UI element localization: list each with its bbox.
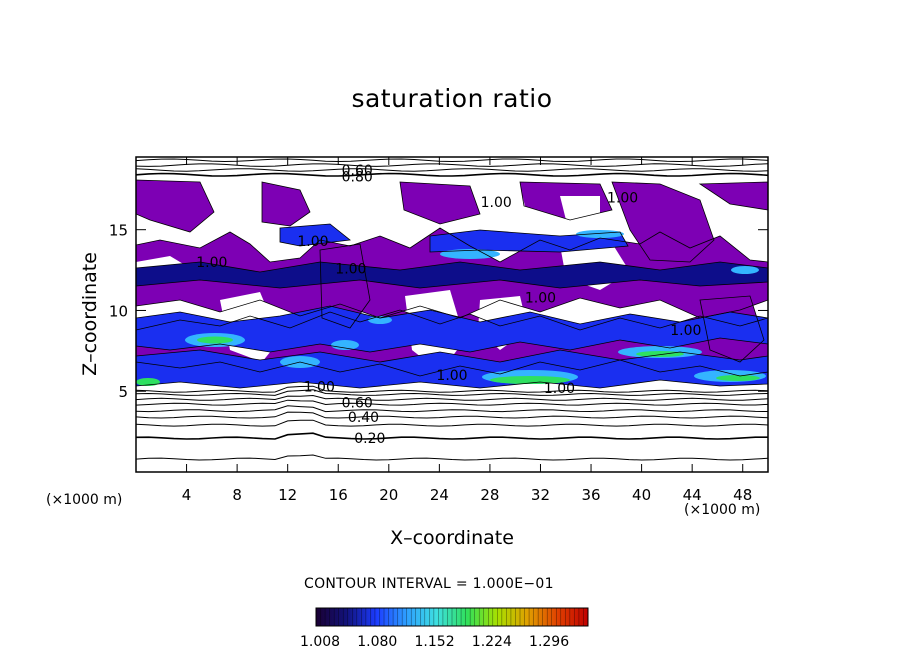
contour-line-region-5 [611, 181, 715, 263]
contour-line-region-9 [699, 295, 765, 363]
x-tick-label-10: 44 [683, 486, 702, 504]
contour-interval-text: CONTOUR INTERVAL = 1.000E−01 [304, 576, 554, 592]
contour-line-region-6 [698, 181, 768, 211]
blue-band-0 [136, 306, 768, 352]
contour-label-5: 1.00 [544, 381, 575, 397]
x-axis-label-text: X–coordinate [390, 527, 514, 549]
contour-line-lower-3 [136, 411, 768, 419]
contour-line-lower-8 [136, 385, 768, 393]
x-tick-label-6: 28 [480, 486, 499, 504]
y-tick-label-1: 10 [109, 302, 128, 320]
x-tick-label-0: 4 [182, 486, 192, 504]
x-unit-left: (×1000 m) [46, 492, 123, 508]
x-tick-label-2: 12 [278, 486, 297, 504]
chart-title: saturation ratio [351, 84, 553, 113]
colorbar-tick-label-3: 1.224 [471, 634, 512, 650]
contour-line-region-11 [136, 349, 768, 389]
contour-lines [136, 158, 768, 461]
contour-label-12: 1.00 [607, 190, 638, 206]
y-tick-label-2: 15 [109, 222, 128, 240]
subsaturated-region-3 [560, 196, 600, 236]
x-axis-label: X–coordinate [0, 527, 904, 549]
x-tick-label-9: 40 [632, 486, 651, 504]
contour-label-1: 0.40 [348, 410, 379, 426]
saturation-field [136, 180, 768, 388]
contour-label-14: 0.80 [342, 169, 373, 185]
high-saturation-pocket-13 [576, 230, 624, 238]
contour-line-region-8 [319, 243, 371, 329]
colorbar [315, 607, 589, 627]
contour-label-2: 0.60 [342, 396, 373, 412]
high-saturation-pocket-5 [490, 376, 570, 384]
high-saturation-pocket-12 [368, 316, 392, 324]
purple-region-6 [700, 182, 768, 210]
contour-line-lower-0 [136, 454, 768, 461]
subsaturated-region-6 [480, 186, 526, 226]
colorbar-tick-label-2: 1.152 [414, 634, 455, 650]
purple-region-1 [136, 180, 214, 232]
colorbar-tick-label-1: 1.080 [357, 634, 398, 650]
contour-line-lower-6 [136, 394, 768, 401]
contour-line-upper-3 [136, 158, 768, 163]
colorbar-tick-label-0: 1.008 [300, 634, 341, 650]
purple-region-2 [262, 182, 310, 226]
contour-line-region-3 [399, 181, 481, 225]
contour-label-8: 1.00 [196, 255, 227, 271]
blue-band-2 [136, 262, 768, 288]
contour-line-region-13 [429, 229, 629, 253]
contour-line-lower-1 [136, 432, 768, 440]
purple-region-5 [612, 182, 714, 262]
contour-line-lower-7 [136, 389, 768, 396]
contour-label-6: 1.00 [297, 234, 328, 250]
subsaturated-region-5 [310, 186, 404, 230]
contour-line-upper-1 [136, 168, 768, 172]
x-ticks: 4 8 12 16 20 24 28 32 36 40 44 48 [182, 157, 752, 504]
contour-label-11: 1.00 [481, 195, 512, 211]
contour-label-10: 1.00 [670, 323, 701, 339]
x-tick-label-8: 36 [581, 486, 600, 504]
x-tick-label-7: 32 [531, 486, 550, 504]
purple-region-3 [400, 182, 480, 224]
y-ticks: 5 10 15 [109, 222, 768, 401]
contour-line-region-14 [279, 223, 351, 247]
contour-label-13: 0.60 [342, 163, 373, 179]
contour-labels: 0.200.400.601.001.001.001.001.001.001.00… [196, 163, 701, 447]
contour-line-upper-2 [136, 163, 768, 167]
high-saturation-pocket-7 [636, 351, 684, 357]
high-saturation-pocket-3 [331, 340, 359, 350]
contour-line-region-0 [136, 227, 768, 319]
contour-label-3: 1.00 [304, 379, 335, 395]
contour-line-region-2 [261, 181, 311, 227]
contour-label-4: 1.00 [436, 368, 467, 384]
contour-line-lower-2 [136, 419, 768, 427]
x-tick-label-4: 20 [379, 486, 398, 504]
x-tick-label-1: 8 [232, 486, 242, 504]
x-tick-label-11: 48 [733, 486, 752, 504]
contour-label-7: 1.00 [335, 261, 366, 277]
contour-label-9: 1.00 [525, 291, 556, 307]
high-saturation-pocket-9 [716, 375, 760, 381]
contour-line-region-1 [136, 179, 215, 233]
contour-line-lower-5 [136, 399, 768, 406]
contour-line-region-10 [136, 305, 768, 353]
contour-line-lower-4 [136, 405, 768, 413]
high-saturation-pocket-11 [440, 249, 500, 259]
contour-label-0: 0.20 [354, 431, 385, 447]
contour-line-region-12 [136, 261, 768, 289]
contour-line-region-4 [519, 181, 613, 221]
x-tick-label-3: 16 [329, 486, 348, 504]
subsaturated-region-4 [214, 182, 262, 230]
x-unit-right: (×1000 m) [684, 502, 761, 518]
y-tick-label-0: 5 [118, 383, 128, 401]
blue-band-4 [280, 224, 350, 246]
contour-line-upper-0 [136, 172, 768, 177]
plot-frame [135, 156, 769, 473]
colorbar-tick-label-4: 1.296 [529, 634, 570, 650]
high-saturation-pocket-14 [731, 266, 759, 274]
x-tick-label-5: 24 [430, 486, 449, 504]
high-saturation-pocket-1 [197, 336, 233, 344]
